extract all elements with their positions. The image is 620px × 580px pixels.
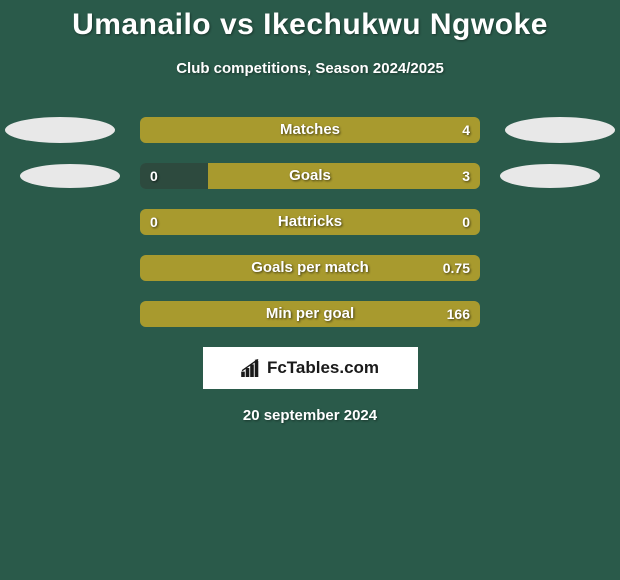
stat-value-right: 166 [447, 301, 470, 327]
stat-value-right: 3 [462, 163, 470, 189]
stat-label: Goals [140, 163, 480, 189]
player-avatar-right [500, 164, 600, 188]
brand-text: FcTables.com [267, 358, 379, 378]
stat-bar: Goals per match0.75 [140, 255, 480, 281]
stat-row: 0Hattricks0 [0, 209, 620, 235]
stat-rows: Matches40Goals30Hattricks0Goals per matc… [0, 117, 620, 327]
stat-label: Goals per match [140, 255, 480, 281]
stat-bar: Min per goal166 [140, 301, 480, 327]
stat-row: Matches4 [0, 117, 620, 143]
bars-icon [241, 359, 263, 377]
stat-label: Hattricks [140, 209, 480, 235]
stat-row: 0Goals3 [0, 163, 620, 189]
player-avatar-left [20, 164, 120, 188]
stat-value-right: 4 [462, 117, 470, 143]
stat-value-right: 0 [462, 209, 470, 235]
date-text: 20 september 2024 [0, 407, 620, 424]
stat-label: Matches [140, 117, 480, 143]
page-subtitle: Club competitions, Season 2024/2025 [0, 60, 620, 77]
stat-row: Goals per match0.75 [0, 255, 620, 281]
player-avatar-left [5, 117, 115, 143]
stat-bar: 0Hattricks0 [140, 209, 480, 235]
brand-label: FcTables.com [241, 358, 379, 378]
stat-bar: Matches4 [140, 117, 480, 143]
stat-bar: 0Goals3 [140, 163, 480, 189]
brand-badge[interactable]: FcTables.com [203, 347, 418, 389]
stat-row: Min per goal166 [0, 301, 620, 327]
page-title: Umanailo vs Ikechukwu Ngwoke [0, 8, 620, 42]
player-avatar-right [505, 117, 615, 143]
stat-label: Min per goal [140, 301, 480, 327]
comparison-chart: Umanailo vs Ikechukwu Ngwoke Club compet… [0, 0, 620, 424]
stat-value-right: 0.75 [443, 255, 470, 281]
